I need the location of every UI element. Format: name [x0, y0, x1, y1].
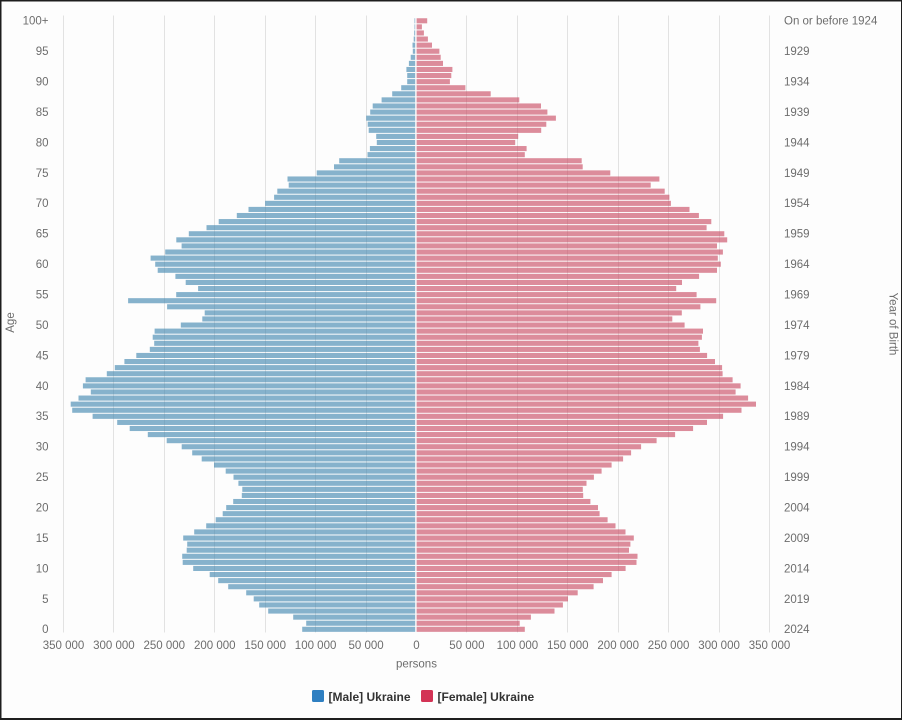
svg-text:1989: 1989 — [784, 411, 810, 423]
svg-text:80: 80 — [36, 137, 49, 149]
svg-text:0: 0 — [413, 640, 419, 652]
svg-text:1974: 1974 — [784, 320, 810, 332]
svg-text:85: 85 — [36, 107, 49, 119]
svg-text:100+: 100+ — [23, 16, 49, 28]
svg-text:200 000: 200 000 — [194, 640, 236, 652]
svg-text:55: 55 — [36, 290, 49, 302]
svg-text:300 000: 300 000 — [93, 640, 135, 652]
svg-text:1959: 1959 — [784, 229, 810, 241]
svg-text:1944: 1944 — [784, 137, 810, 149]
svg-text:1939: 1939 — [784, 107, 810, 119]
svg-text:1954: 1954 — [784, 198, 810, 210]
svg-text:250 000: 250 000 — [144, 640, 186, 652]
svg-text:100 000: 100 000 — [497, 640, 539, 652]
svg-text:150 000: 150 000 — [244, 640, 286, 652]
svg-text:350 000: 350 000 — [749, 640, 791, 652]
svg-text:1969: 1969 — [784, 290, 810, 302]
svg-text:2019: 2019 — [784, 594, 810, 606]
svg-text:1949: 1949 — [784, 168, 810, 180]
svg-text:45: 45 — [36, 350, 49, 362]
svg-text:300 000: 300 000 — [698, 640, 740, 652]
svg-text:persons: persons — [396, 659, 437, 671]
svg-text:65: 65 — [36, 229, 49, 241]
svg-text:1979: 1979 — [784, 350, 810, 362]
svg-text:25: 25 — [36, 472, 49, 484]
svg-text:2024: 2024 — [784, 624, 810, 636]
svg-text:1934: 1934 — [784, 77, 810, 89]
svg-text:50 000: 50 000 — [349, 640, 384, 652]
svg-text:70: 70 — [36, 198, 49, 210]
svg-text:50 000: 50 000 — [449, 640, 484, 652]
svg-text:2009: 2009 — [784, 533, 810, 545]
svg-text:90: 90 — [36, 77, 49, 89]
svg-text:[Female] Ukraine: [Female] Ukraine — [438, 690, 535, 704]
svg-text:1964: 1964 — [784, 259, 810, 271]
svg-text:1994: 1994 — [784, 442, 810, 454]
svg-text:15: 15 — [36, 533, 49, 545]
svg-text:1929: 1929 — [784, 46, 810, 58]
svg-text:2014: 2014 — [784, 563, 810, 575]
svg-text:20: 20 — [36, 503, 49, 515]
svg-text:2004: 2004 — [784, 503, 810, 515]
svg-text:0: 0 — [42, 624, 48, 636]
svg-text:350 000: 350 000 — [43, 640, 85, 652]
svg-text:50: 50 — [36, 320, 49, 332]
svg-text:250 000: 250 000 — [648, 640, 690, 652]
svg-text:200 000: 200 000 — [597, 640, 639, 652]
svg-text:On or before 1924: On or before 1924 — [784, 16, 878, 28]
svg-text:[Male] Ukraine: [Male] Ukraine — [329, 690, 411, 704]
svg-text:150 000: 150 000 — [547, 640, 589, 652]
svg-text:1984: 1984 — [784, 381, 810, 393]
svg-text:30: 30 — [36, 442, 49, 454]
svg-text:Year of Birth: Year of Birth — [887, 293, 899, 356]
svg-text:40: 40 — [36, 381, 49, 393]
svg-text:1999: 1999 — [784, 472, 810, 484]
svg-text:95: 95 — [36, 46, 49, 58]
svg-text:75: 75 — [36, 168, 49, 180]
svg-text:100 000: 100 000 — [295, 640, 337, 652]
svg-text:5: 5 — [42, 594, 48, 606]
svg-text:35: 35 — [36, 411, 49, 423]
svg-text:60: 60 — [36, 259, 49, 271]
svg-text:Age: Age — [5, 312, 17, 332]
svg-text:10: 10 — [36, 563, 49, 575]
